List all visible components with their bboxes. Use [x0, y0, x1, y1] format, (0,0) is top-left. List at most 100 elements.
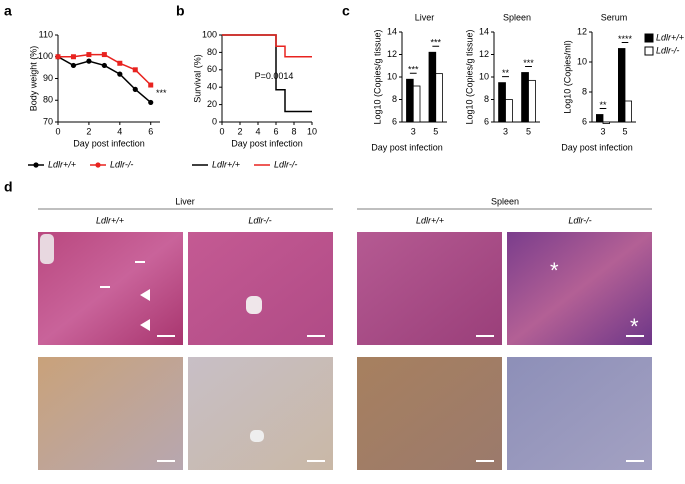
- x-tick-label: 4: [255, 126, 260, 136]
- y-axis-label: Survival (%): [192, 54, 202, 103]
- vessel: [40, 234, 54, 264]
- y-tick-label: 0: [212, 116, 217, 126]
- y-tick-label: 10: [387, 71, 397, 81]
- annotation: **: [502, 68, 510, 78]
- he-spleen-ko: [507, 232, 652, 345]
- genotype-label: Ldlr+/+: [96, 215, 124, 225]
- bar: [435, 73, 443, 123]
- bar: [521, 72, 529, 123]
- y-tick-label: 12: [479, 49, 489, 59]
- bar: [602, 121, 610, 124]
- bar: [528, 79, 536, 123]
- x-tick-label: 2: [86, 126, 91, 136]
- arrowheads: [140, 289, 150, 331]
- genotype-label: Ldlr+/+: [416, 215, 444, 225]
- x-tick-label: 2: [237, 126, 242, 136]
- y-tick-label: 80: [207, 47, 217, 57]
- y-tick-label: 60: [207, 64, 217, 74]
- ihc-liver-ko: [188, 357, 333, 470]
- scale-bars: [157, 335, 644, 462]
- series-line: [222, 34, 312, 58]
- x-tick-label: 3: [600, 126, 605, 136]
- y-tick-label: 6: [392, 116, 397, 126]
- y-tick-label: 8: [484, 94, 489, 104]
- y-tick-label: 70: [43, 116, 53, 126]
- y-axis-label: Log10 (Copies/g tissue): [464, 29, 474, 124]
- legend-marker: [33, 162, 39, 168]
- tissue-label: Liver: [175, 196, 195, 206]
- genotype-label: Ldlr-/-: [248, 215, 271, 225]
- x-tick-label: 4: [117, 126, 122, 136]
- data-point: [132, 67, 138, 73]
- x-axis-label: Day post infection: [371, 142, 443, 152]
- y-tick-label: 20: [207, 99, 217, 109]
- bar: [428, 51, 437, 123]
- ihc-spleen-ko: [507, 357, 652, 470]
- x-tick-label: 0: [219, 126, 224, 136]
- annotation: **: [599, 100, 607, 110]
- legend-swatch: [644, 46, 654, 56]
- vessel: [246, 296, 262, 314]
- asterisk-mark: *: [550, 258, 559, 283]
- legend-label: Ldlr+/+: [212, 159, 240, 169]
- x-tick-label: 8: [291, 126, 296, 136]
- data-point: [86, 58, 92, 64]
- y-tick-label: 12: [387, 49, 397, 59]
- data-point: [148, 82, 154, 88]
- y-axis-label: Body weight (%): [28, 46, 38, 112]
- data-point: [86, 52, 92, 58]
- data-point: [148, 99, 154, 106]
- y-tick-label: 6: [582, 116, 587, 126]
- y-tick-label: 12: [577, 26, 587, 36]
- annotation: ****: [618, 34, 633, 44]
- annotation: P=0.0014: [255, 71, 294, 81]
- he-spleen-wt: [357, 232, 502, 345]
- annotation: ***: [408, 65, 419, 75]
- y-axis-label: Log10 (Copies/ml): [562, 40, 572, 114]
- vessel: [250, 430, 264, 442]
- x-tick-label: 3: [503, 126, 508, 136]
- bar: [406, 78, 414, 123]
- data-point: [132, 86, 138, 92]
- asterisk-mark: *: [630, 314, 639, 339]
- x-axis-label: Day post infection: [561, 142, 633, 152]
- arrows: [100, 261, 145, 288]
- y-tick-label: 90: [43, 73, 53, 83]
- annotation: ***: [523, 58, 534, 68]
- y-tick-label: 110: [39, 29, 53, 39]
- y-tick-label: 10: [577, 56, 587, 66]
- data-point: [101, 52, 107, 58]
- panel-label: b: [176, 3, 185, 19]
- legend-swatch: [644, 33, 654, 43]
- y-tick-label: 8: [582, 86, 587, 96]
- panel-label: a: [4, 3, 12, 19]
- y-tick-label: 14: [479, 26, 489, 36]
- x-axis-label: Day post infection: [73, 138, 145, 148]
- x-axis-label: Day post infection: [231, 138, 303, 148]
- chart-title: Serum: [601, 12, 628, 22]
- x-tick-label: 6: [148, 126, 153, 136]
- x-tick-label: 6: [273, 126, 278, 136]
- bar: [505, 99, 513, 123]
- tissue-label: Spleen: [491, 196, 519, 206]
- legend-marker: [95, 162, 101, 168]
- chart-title: Spleen: [503, 12, 531, 22]
- x-tick-label: 5: [433, 126, 438, 136]
- y-tick-label: 8: [392, 94, 397, 104]
- data-point: [117, 71, 123, 77]
- genotype-label: Ldlr-/-: [568, 215, 591, 225]
- y-tick-label: 14: [387, 26, 397, 36]
- bar: [596, 114, 604, 123]
- data-point: [70, 62, 77, 69]
- y-tick-label: 10: [479, 71, 489, 81]
- annotation: ***: [156, 88, 167, 98]
- annotation: ***: [430, 38, 441, 48]
- x-tick-label: 3: [411, 126, 416, 136]
- he-liver-wt: [38, 232, 183, 345]
- bar: [498, 82, 506, 123]
- ihc-liver-wt: [38, 357, 183, 470]
- panel-label: d: [4, 179, 13, 195]
- data-point: [101, 62, 107, 69]
- legend-label: Ldlr-/-: [274, 159, 297, 169]
- legend-label: Ldlr+/+: [656, 32, 684, 42]
